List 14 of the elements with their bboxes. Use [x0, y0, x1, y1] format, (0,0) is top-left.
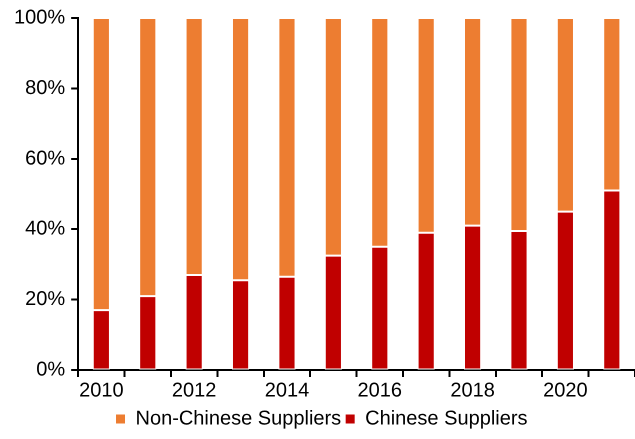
- x-tick-label: 2018: [450, 380, 495, 402]
- x-tick-label: 2014: [264, 380, 310, 402]
- legend-label: Non-Chinese Suppliers: [136, 408, 342, 430]
- x-tick-label: 2012: [172, 380, 216, 402]
- x-tick-label: 2020: [543, 380, 588, 402]
- y-tick-label: 100%: [14, 6, 66, 29]
- y-tick-label: 60%: [25, 147, 66, 170]
- y-tick-label: 40%: [25, 218, 66, 240]
- y-tick-label: 0%: [36, 358, 66, 381]
- y-tick-label: 80%: [25, 76, 66, 99]
- x-tick-label: 2010: [79, 380, 124, 402]
- x-tick-label: 2016: [358, 380, 402, 402]
- legend-label: Chinese Suppliers: [365, 408, 528, 430]
- y-tick-label: 20%: [25, 288, 66, 310]
